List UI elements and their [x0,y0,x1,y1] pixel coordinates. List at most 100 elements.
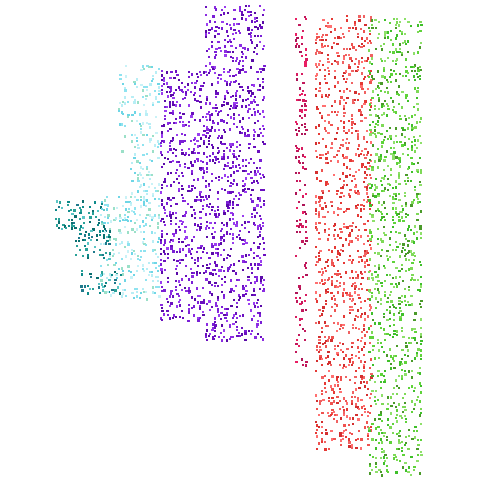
scatter-pixel [336,114,338,116]
scatter-pixel [199,217,202,219]
scatter-pixel [354,303,356,305]
scatter-pixel [230,96,232,98]
scatter-pixel [151,183,153,185]
scatter-pixel [233,104,236,107]
scatter-pixel [305,231,307,233]
scatter-pixel [221,104,223,107]
scatter-pixel [260,71,262,73]
scatter-pixel [354,99,356,101]
scatter-pixel [187,83,189,86]
scatter-pixel [223,224,225,226]
scatter-pixel [370,358,372,361]
scatter-pixel [363,136,365,139]
scatter-pixel [343,112,346,114]
scatter-pixel [395,180,397,183]
scatter-pixel [212,120,214,122]
scatter-pixel [386,114,388,117]
scatter-pixel [263,189,265,191]
scatter-pixel [395,186,397,189]
scatter-pixel [226,83,228,86]
scatter-pixel [215,264,218,267]
scatter-pixel [211,233,213,235]
scatter-pixel [333,400,335,403]
scatter-pixel [358,45,360,47]
scatter-pixel [250,95,252,97]
scatter-pixel [404,462,407,464]
scatter-pixel [375,307,377,309]
scatter-pixel [259,288,261,290]
scatter-pixel [209,114,211,116]
scatter-pixel [217,285,219,287]
scatter-pixel [205,36,207,38]
scatter-pixel [383,351,385,353]
scatter-pixel [167,253,169,255]
scatter-pixel [331,412,333,415]
scatter-pixel [371,57,373,60]
scatter-pixel [411,370,413,372]
scatter-pixel [169,91,171,93]
scatter-pixel [187,190,190,192]
scatter-pixel [387,396,389,399]
scatter-pixel [345,54,347,56]
scatter-pixel [346,147,349,150]
scatter-pixel [188,185,190,188]
scatter-pixel [262,99,264,101]
scatter-pixel [206,264,208,266]
scatter-pixel [178,301,180,303]
scatter-pixel [336,190,339,192]
scatter-pixel [55,209,57,211]
scatter-pixel [410,456,413,458]
scatter-pixel [371,166,374,169]
scatter-pixel [327,54,329,56]
scatter-pixel [389,195,391,197]
scatter-pixel [367,298,370,300]
scatter-pixel [226,204,229,207]
scatter-pixel [405,421,407,423]
scatter-pixel [146,153,148,155]
scatter-pixel [331,336,334,339]
scatter-pixel [182,175,184,177]
scatter-pixel [315,126,317,129]
scatter-pixel [250,90,252,92]
scatter-pixel [94,201,96,204]
scatter-pixel [402,454,405,456]
scatter-pixel [343,195,345,197]
scatter-pixel [377,342,379,344]
scatter-pixel [217,41,220,43]
scatter-pixel [199,229,201,231]
scatter-pixel [257,197,260,200]
scatter-pixel [182,98,184,100]
scatter-pixel [381,204,383,206]
scatter-pixel [395,267,398,269]
scatter-pixel [214,35,216,38]
scatter-pixel [301,93,303,95]
scatter-pixel [109,252,111,255]
scatter-pixel [113,238,115,240]
scatter-pixel [407,355,409,357]
scatter-pixel [380,82,383,85]
scatter-pixel [299,87,301,90]
scatter-pixel [205,333,207,336]
scatter-pixel [253,108,255,110]
scatter-pixel [256,255,259,257]
scatter-pixel [369,379,371,381]
scatter-pixel [410,25,412,27]
scatter-pixel [101,283,103,286]
scatter-pixel [369,129,372,131]
scatter-pixel [368,76,370,78]
scatter-pixel [101,203,103,205]
scatter-pixel [170,140,173,142]
scatter-pixel [304,211,306,213]
scatter-pixel [133,274,135,276]
scatter-pixel [145,291,147,293]
scatter-pixel [103,257,105,259]
scatter-pixel [395,456,397,458]
scatter-pixel [232,183,234,185]
scatter-pixel [221,188,223,190]
scatter-pixel [98,219,100,221]
scatter-pixel [318,351,320,353]
scatter-pixel [214,243,217,246]
scatter-pixel [254,21,256,23]
scatter-pixel [178,241,180,243]
scatter-pixel [411,376,413,379]
